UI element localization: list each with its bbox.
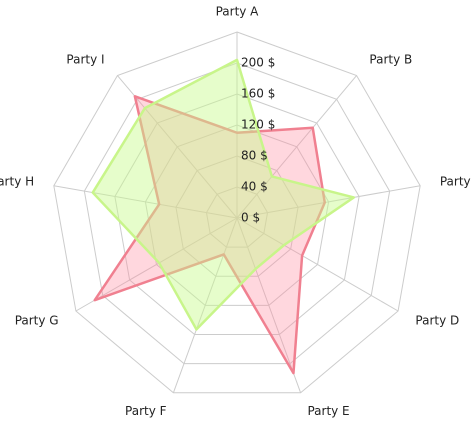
spoke (236, 75, 357, 219)
tick-label: 200 $ (241, 56, 275, 70)
tick-label: 120 $ (241, 118, 275, 132)
category-label: Party C (440, 175, 474, 189)
tick-label: 0 $ (241, 211, 260, 225)
grid-ring (83, 62, 391, 365)
category-label: Party E (307, 404, 349, 418)
tick-label: 80 $ (241, 149, 268, 163)
category-label: Party F (125, 404, 167, 418)
spoke (236, 217, 302, 393)
spoke (172, 217, 238, 393)
spoke (75, 217, 238, 312)
series-area (91, 58, 356, 331)
tick-label: 40 $ (241, 180, 268, 194)
tick-label: 160 $ (241, 87, 275, 101)
category-label: Party A (216, 5, 260, 19)
series-area (93, 95, 327, 375)
grid-ring (114, 93, 360, 336)
category-label: Party G (15, 314, 59, 328)
category-label: Party H (0, 175, 34, 189)
category-label: Party I (66, 53, 104, 67)
spoke (53, 185, 238, 219)
grid-ring (205, 186, 269, 248)
category-label: Party D (415, 314, 459, 328)
category-label: Party B (369, 53, 412, 67)
outer-ring (53, 31, 421, 394)
grid-ring (144, 124, 330, 306)
spoke (236, 185, 421, 219)
spoke (117, 75, 238, 219)
spoke (236, 217, 399, 312)
